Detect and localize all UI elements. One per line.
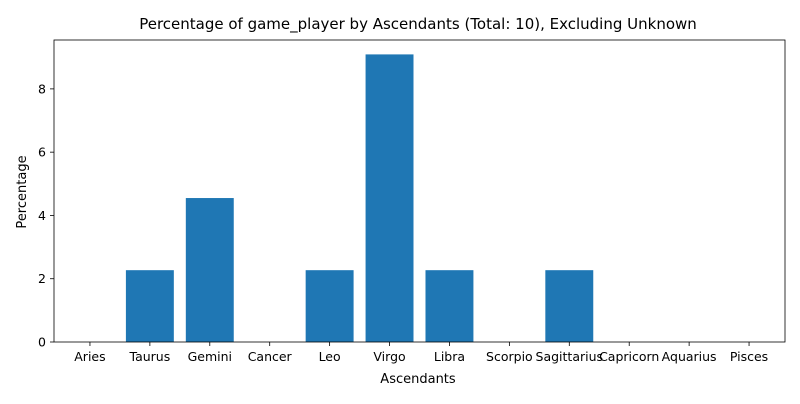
x-tick-label: Leo — [319, 349, 341, 364]
y-tick-label: 6 — [38, 145, 46, 160]
plot-frame — [53, 39, 786, 343]
bars-layer — [125, 54, 594, 343]
y-tick-label: 4 — [38, 208, 46, 223]
x-tick-label: Aquarius — [662, 349, 717, 364]
chart-title: Percentage of game_player by Ascendants … — [139, 15, 697, 34]
bar-leo — [305, 270, 354, 342]
bar-libra — [425, 270, 474, 342]
x-axis-label: Ascendants — [380, 372, 456, 387]
x-tick-label: Libra — [434, 349, 465, 364]
axes-layer: Aries Taurus Gemini Cancer Leo Virgo Libra Scor… — [38, 39, 786, 364]
bar-sagittarius — [545, 270, 594, 342]
bar-virgo — [365, 54, 414, 343]
x-tick-label: Taurus — [129, 349, 171, 364]
y-tick-label: 8 — [38, 81, 46, 96]
y-tick-label: 2 — [38, 271, 46, 286]
x-tick-label: Virgo — [373, 349, 405, 364]
x-tick-label: Scorpio — [486, 349, 533, 364]
x-tick-label: Sagittarius — [536, 349, 604, 364]
x-tick-label: Gemini — [188, 349, 232, 364]
bar-gemini — [185, 198, 234, 342]
x-tick-label: Capricorn — [599, 349, 659, 364]
x-tick-label: Aries — [74, 349, 105, 364]
bar-taurus — [125, 270, 174, 342]
y-tick-label: 0 — [38, 335, 46, 350]
x-tick-label: Cancer — [248, 349, 293, 364]
y-axis-label: Percentage — [15, 155, 30, 228]
x-tick-label: Pisces — [730, 349, 768, 364]
